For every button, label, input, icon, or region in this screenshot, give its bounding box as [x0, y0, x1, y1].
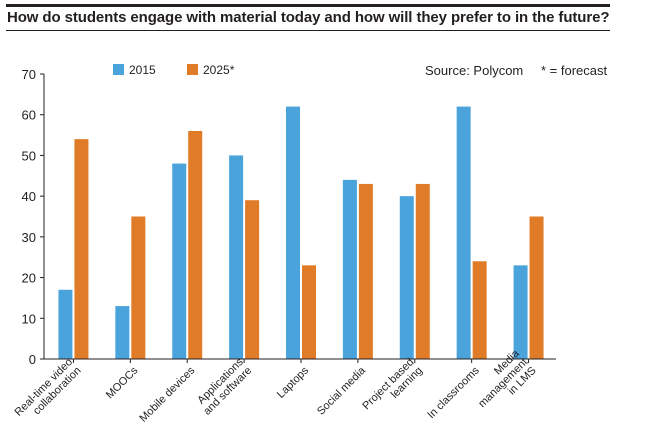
bar-2015-0: [58, 289, 73, 359]
bar-2025-8: [529, 216, 544, 359]
bar-2015-5: [342, 179, 357, 359]
x-category-label: Social media: [315, 364, 369, 418]
x-category-label: Laptops: [275, 364, 312, 401]
top-rule: [6, 4, 610, 7]
bar-2015-4: [286, 106, 300, 359]
legend: 2015 2025*: [113, 63, 235, 77]
chart-title: How do students engage with material tod…: [7, 9, 610, 26]
x-category-label: Real-time videocollaboration: [13, 356, 84, 427]
y-tick-label: 70: [22, 67, 36, 82]
x-axis: Real-time videocollaboration MOOCsMobile …: [13, 347, 556, 427]
bar-2015-3: [229, 155, 244, 359]
bar-2015-7: [456, 106, 471, 359]
source-note: Source: Polycom: [425, 63, 523, 78]
bar-2025-2: [188, 131, 203, 359]
y-tick-label: 60: [22, 108, 36, 123]
x-category-label: MOOCs: [104, 364, 141, 401]
title-rule: [6, 30, 610, 31]
x-category-label-line: Mobile devices: [137, 364, 197, 424]
x-category-label-line: MOOCs: [104, 364, 141, 401]
x-category-label-line: Laptops: [275, 364, 312, 401]
y-tick-label: 10: [22, 311, 36, 326]
bar-2025-3: [245, 200, 260, 359]
y-tick-label: 40: [22, 189, 36, 204]
y-tick-label: 20: [22, 271, 36, 286]
bar-2015-1: [115, 306, 130, 359]
legend-label: 2025*: [203, 63, 235, 77]
bars: [58, 106, 544, 359]
x-category-label: In classrooms: [425, 364, 482, 421]
y-tick-label: 0: [29, 352, 36, 367]
bar-2025-0: [74, 139, 89, 359]
bar-2025-1: [131, 216, 146, 359]
bar-2025-4: [302, 265, 316, 359]
x-category-label: Applicationsand software: [193, 356, 255, 418]
legend-swatch: [113, 64, 124, 75]
x-category-label: Mobile devices: [137, 364, 197, 424]
x-category-label-line: In classrooms: [425, 364, 482, 421]
legend-swatch: [187, 64, 198, 75]
bar-2015-6: [399, 196, 414, 359]
x-category-label: Project basedlearning: [360, 356, 425, 421]
bar-2025-7: [472, 261, 487, 359]
forecast-note: * = forecast: [541, 63, 608, 78]
y-axis: 0 10 20 30 40 50 60 70: [22, 67, 45, 367]
bar-2015-2: [172, 163, 187, 359]
bar-2025-5: [358, 183, 373, 359]
bar-2025-6: [415, 183, 430, 359]
legend-label: 2015: [129, 63, 156, 77]
y-tick-label: 50: [22, 148, 36, 163]
x-category-label-line: Social media: [315, 364, 369, 418]
y-tick-label: 30: [22, 230, 36, 245]
bar-2015-8: [513, 265, 528, 359]
